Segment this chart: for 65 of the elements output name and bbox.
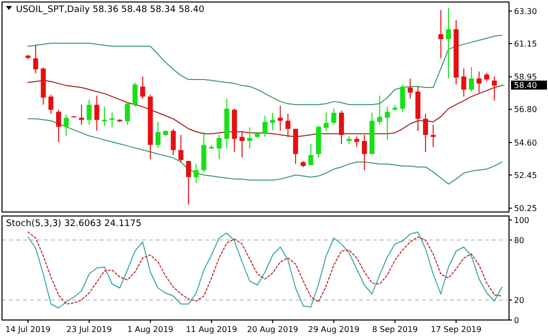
candlestick xyxy=(64,114,69,136)
x-tick-label: 17 Sep 2019 xyxy=(430,325,482,334)
candlestick xyxy=(94,95,100,132)
y-tick-label: 20 xyxy=(514,296,524,305)
x-tick-label: 29 Aug 2019 xyxy=(308,325,360,334)
candlestick xyxy=(278,105,283,132)
y-tick-label: 0 xyxy=(514,316,520,325)
candlestick xyxy=(194,163,199,184)
x-tick-label: 8 Sep 2019 xyxy=(372,325,418,334)
candlestick xyxy=(285,113,290,138)
candlestick xyxy=(476,70,482,94)
candlestick xyxy=(48,94,54,114)
candlestick xyxy=(247,126,252,150)
y-tick-label: 61.15 xyxy=(514,39,537,48)
y-tick-label: 80 xyxy=(514,236,524,245)
candlestick xyxy=(446,8,451,79)
y-tick-label: 58.95 xyxy=(514,72,537,82)
candlestick xyxy=(270,112,276,131)
candlestick xyxy=(102,106,107,126)
candlestick xyxy=(461,68,466,98)
candlestick xyxy=(362,134,367,171)
candlestick xyxy=(377,95,382,126)
candlestick xyxy=(155,121,160,148)
candlestick xyxy=(33,44,38,74)
candlestick xyxy=(240,131,245,158)
y-tick-label: 56.80 xyxy=(514,105,537,114)
chart-title: USOIL_SPT,Daily 58.36 58.48 58.34 58.40 xyxy=(16,5,205,15)
candlestick xyxy=(79,104,84,126)
x-tick-label: 20 Aug 2019 xyxy=(247,325,298,334)
x-tick-label: 23 Jul 2019 xyxy=(66,325,112,334)
candlestick xyxy=(324,112,329,132)
line-series xyxy=(28,80,502,138)
candlestick xyxy=(262,115,268,138)
y-tick-label: 63.30 xyxy=(514,6,537,16)
y-tick-label: 50.25 xyxy=(514,204,537,214)
candlestick xyxy=(468,66,474,92)
candlestick xyxy=(86,99,92,126)
candlestick xyxy=(308,144,314,166)
candlestick xyxy=(423,113,428,153)
candlestick xyxy=(492,76,497,102)
candlestick xyxy=(430,124,436,148)
candlestick xyxy=(56,109,62,142)
candlestick xyxy=(124,101,130,126)
candlestick xyxy=(186,160,192,205)
candlestick xyxy=(331,108,336,126)
candlestick xyxy=(438,10,444,59)
candlestick xyxy=(110,112,115,128)
text: 58.40 xyxy=(514,80,537,90)
y-tick-label: 54.60 xyxy=(514,138,537,148)
candlestick xyxy=(384,106,390,140)
y-tick-label: 100 xyxy=(514,216,530,225)
x-tick-label: 14 Jul 2019 xyxy=(5,325,51,334)
candlestick xyxy=(132,82,138,108)
x-tick-label: 1 Aug 2019 xyxy=(127,325,174,334)
candlestick xyxy=(140,76,146,100)
candlestick xyxy=(170,128,176,156)
candlestick xyxy=(408,78,413,100)
x-tick-label: 11 Aug 2019 xyxy=(186,325,238,334)
candlestick xyxy=(216,134,222,160)
candlestick xyxy=(354,136,360,148)
candlestick xyxy=(338,110,344,145)
chart-title: Stoch(5,3,3) 32.6063 24.1175 xyxy=(6,219,142,229)
y-tick-label: 52.45 xyxy=(514,170,537,180)
candlestick xyxy=(400,84,406,112)
candlestick xyxy=(178,134,184,163)
